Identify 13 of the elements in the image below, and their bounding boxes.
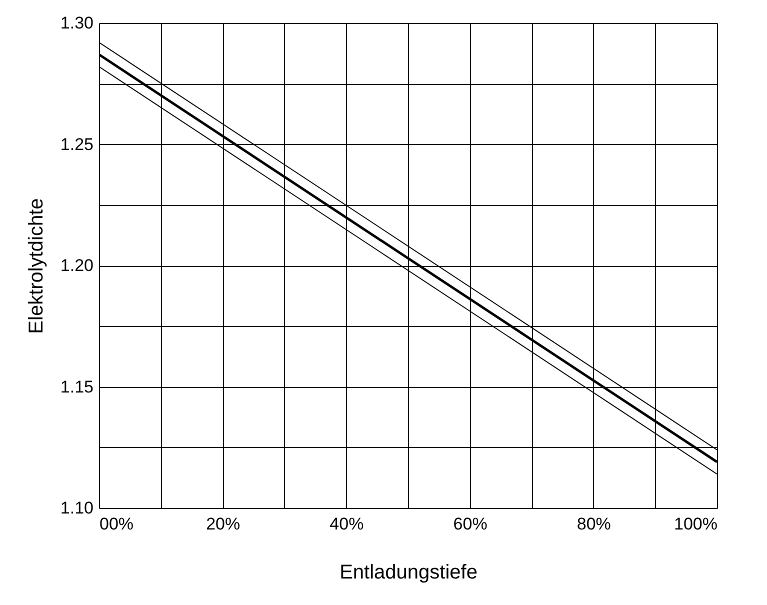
y-tick-label: 1.25 xyxy=(60,134,94,154)
y-tick-label: 1.10 xyxy=(60,498,94,518)
x-tick-label: 60% xyxy=(453,514,488,534)
y-tick-label: 1.15 xyxy=(60,377,94,396)
x-axis-title: Entladungstiefe xyxy=(340,562,478,584)
x-tick-label: 20% xyxy=(206,514,240,534)
y-tick-label: 1.30 xyxy=(60,14,94,32)
y-axis-title: Elektrolytdichte xyxy=(25,198,48,334)
x-tick-label: 80% xyxy=(576,514,611,534)
x-tick-label: 00% xyxy=(100,514,134,534)
x-tick-label: 100% xyxy=(674,514,718,534)
x-tick-label: 40% xyxy=(330,514,364,534)
y-tick-label: 1.20 xyxy=(60,256,94,275)
